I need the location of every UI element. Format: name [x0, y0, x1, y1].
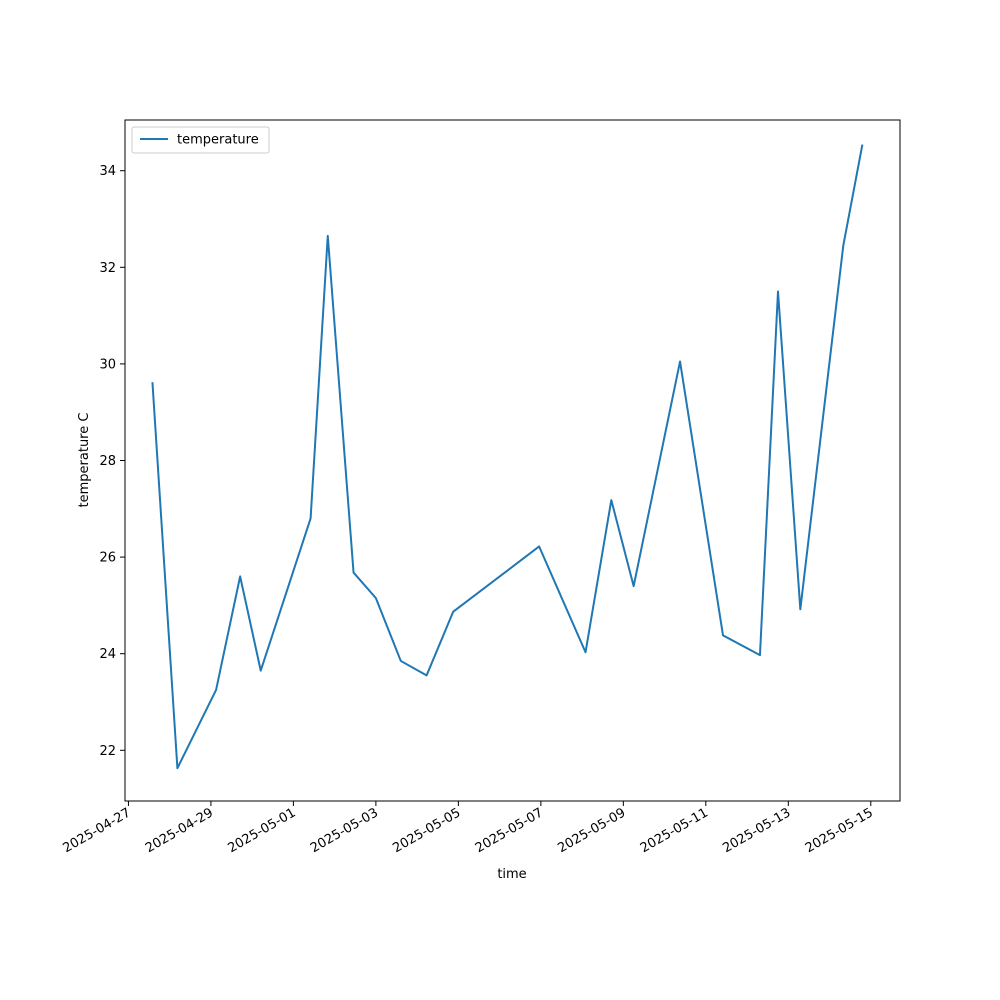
- legend-entry-temperature: temperature: [177, 133, 259, 148]
- y-tick-label: 24: [99, 647, 116, 662]
- y-tick-label: 22: [99, 744, 116, 759]
- legend-box: [131, 126, 270, 154]
- x-axis-title: time: [497, 867, 526, 882]
- y-tick-label: 28: [99, 454, 116, 469]
- plot-frame: [124, 119, 901, 802]
- y-axis: 22 24 26 28 30 32 34: [99, 164, 125, 759]
- y-tick-label: 34: [99, 164, 116, 179]
- series-line-temperature: [151, 144, 864, 770]
- plot-area: 2025-04-27 2025-04-29 2025-05-01 2025-05-03…: [60, 119, 901, 856]
- y-tick-label: 32: [99, 261, 116, 276]
- y-tick-label: 30: [99, 357, 116, 372]
- y-tick-label: 26: [99, 551, 116, 566]
- legend: temperature: [131, 126, 270, 154]
- y-axis-title: temperature C: [77, 413, 92, 508]
- series-group: [151, 144, 864, 770]
